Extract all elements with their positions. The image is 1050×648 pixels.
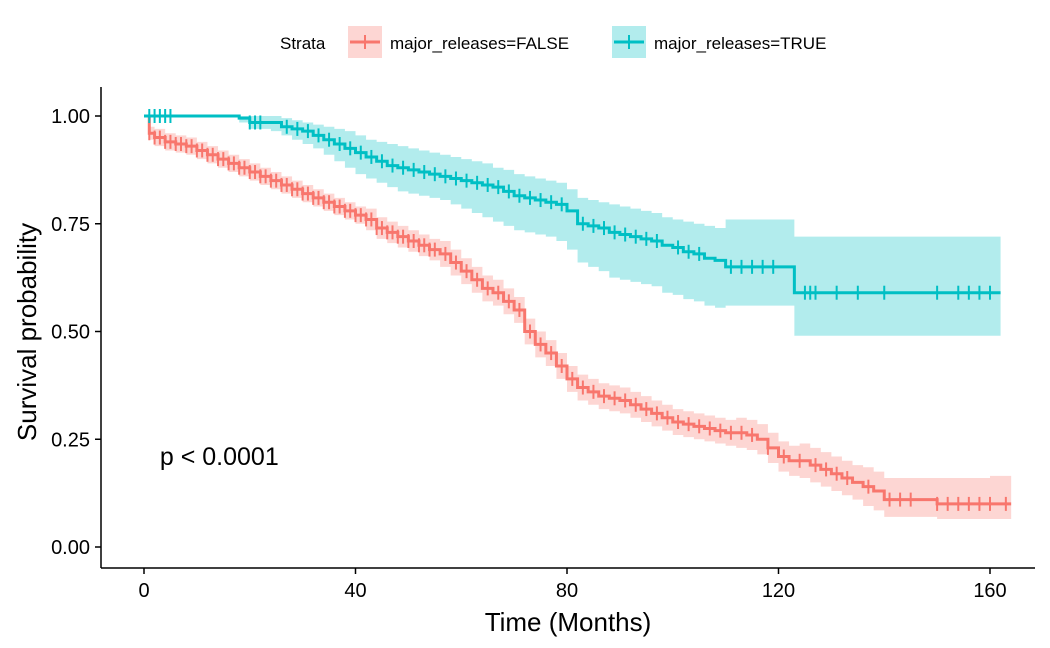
- legend-label: major_releases=FALSE: [390, 34, 569, 53]
- censor-marks: [148, 109, 1007, 511]
- y-tick-label: 0.25: [51, 429, 90, 451]
- x-tick-label: 40: [344, 580, 366, 602]
- legend-item-major-releases-false: major_releases=FALSE: [348, 26, 569, 58]
- p-value-annotation: p < 0.0001: [160, 443, 279, 471]
- legend: Strata major_releases=FALSE major_release…: [280, 26, 826, 58]
- x-tick-label: 80: [556, 580, 578, 602]
- x-axis-ticks: 0 40 80 120 160: [138, 568, 1007, 602]
- confidence-band-major-releases-true: [144, 116, 1001, 336]
- legend-items: major_releases=FALSE major_releases=TRUE: [348, 26, 826, 58]
- y-tick-label: 0.75: [51, 214, 90, 236]
- axes: 0.00 0.25 0.50 0.75 1.00 0 40 80 120 160: [51, 87, 1035, 602]
- legend-label: major_releases=TRUE: [654, 34, 826, 53]
- y-tick-label: 0.50: [51, 322, 90, 344]
- x-tick-label: 120: [762, 580, 795, 602]
- y-tick-label: 1.00: [51, 106, 90, 128]
- x-axis-title: Time (Months): [485, 607, 652, 637]
- legend-title: Strata: [280, 34, 326, 53]
- y-tick-label: 0.00: [51, 537, 90, 559]
- y-axis-title: Survival probability: [12, 223, 42, 441]
- x-tick-label: 160: [973, 580, 1006, 602]
- x-tick-label: 0: [138, 580, 149, 602]
- legend-item-major-releases-true: major_releases=TRUE: [612, 26, 826, 58]
- y-axis-ticks: 0.00 0.25 0.50 0.75 1.00: [51, 106, 101, 559]
